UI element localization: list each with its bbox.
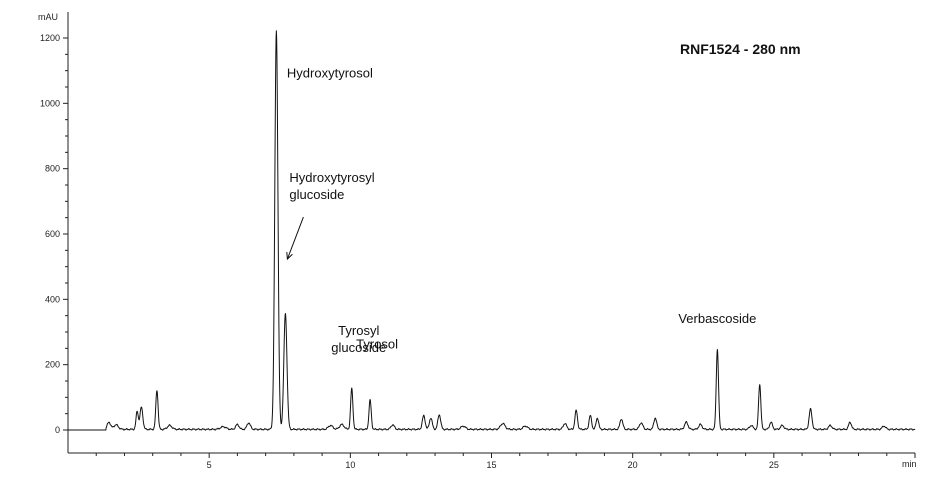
y-tick-label: 0 xyxy=(55,425,60,435)
y-tick-label: 400 xyxy=(45,294,60,304)
x-tick-label: 25 xyxy=(769,460,779,470)
y-tick-label: 1200 xyxy=(40,33,60,43)
peak-label: glucoside xyxy=(331,340,386,355)
plot-frame xyxy=(67,12,915,454)
x-axis-ticks: 5 10 15 20 25 xyxy=(95,453,916,470)
y-tick-label: 800 xyxy=(45,164,60,174)
x-tick-label: 15 xyxy=(486,460,496,470)
peak-label: glucoside xyxy=(289,187,344,202)
x-tick-label: 5 xyxy=(207,460,212,470)
annotation-arrowhead xyxy=(286,252,293,261)
annotation-arrow xyxy=(286,216,304,260)
x-tick-label: 20 xyxy=(628,460,638,470)
peak-label: Verbascoside xyxy=(678,311,756,326)
y-axis-unit-label: mAU xyxy=(38,12,58,22)
chromatogram-trace xyxy=(67,30,916,431)
peak-label: Tyrosyl xyxy=(338,323,379,338)
peak-annotations: HydroxytyrosolHydroxytyrosylglucosideTyr… xyxy=(286,66,756,355)
peak-label: Hydroxytyrosol xyxy=(287,66,373,81)
chart-title: RNF1524 - 280 nm xyxy=(680,41,801,57)
peak-label: Tyrosol xyxy=(356,337,398,352)
y-tick-label: 200 xyxy=(45,360,60,370)
x-axis-unit-label: min xyxy=(902,459,917,469)
y-tick-label: 600 xyxy=(45,229,60,239)
x-tick-label: 10 xyxy=(345,460,355,470)
y-tick-label: 1000 xyxy=(40,98,60,108)
y-axis-ticks: 0 200 400 600 800 1000 1200 xyxy=(40,33,68,435)
peak-label: Hydroxytyrosyl xyxy=(289,170,374,185)
